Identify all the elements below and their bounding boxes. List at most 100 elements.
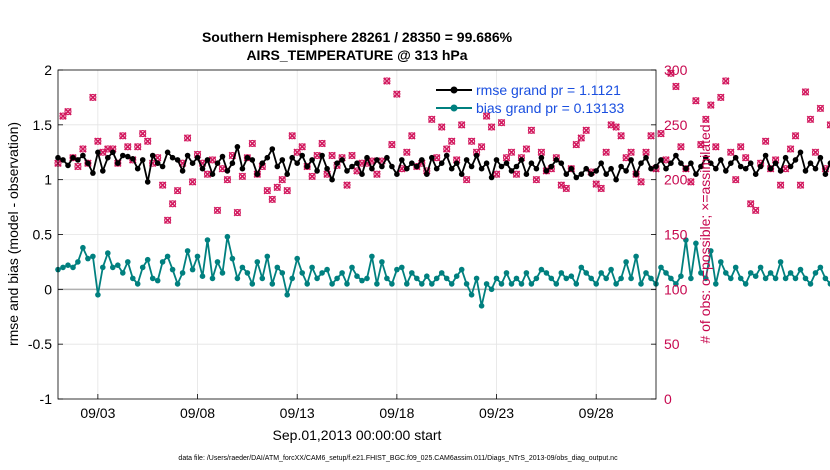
obs-count-marker bbox=[811, 148, 820, 157]
obs-possible-marker bbox=[622, 154, 630, 162]
rmse-point bbox=[518, 157, 525, 163]
obs-possible-marker bbox=[164, 216, 172, 224]
bias-point bbox=[433, 275, 440, 282]
rmse-point bbox=[737, 163, 744, 170]
rmse-point bbox=[817, 154, 824, 161]
obs-assimilated-marker bbox=[432, 153, 441, 162]
obs-count-marker bbox=[717, 93, 725, 102]
bias-point bbox=[314, 275, 320, 282]
obs-possible-marker bbox=[268, 195, 276, 203]
obs-count-marker bbox=[801, 88, 810, 96]
obs-possible-marker bbox=[428, 115, 436, 123]
obs-possible-marker bbox=[458, 121, 466, 129]
rmse-point bbox=[179, 168, 186, 174]
obs-possible-marker bbox=[144, 137, 152, 145]
bias-point bbox=[488, 286, 495, 293]
rmse-point bbox=[438, 160, 445, 166]
obs-possible-marker bbox=[478, 143, 486, 151]
obs-assimilated-marker bbox=[811, 148, 820, 157]
obs-count-marker bbox=[283, 186, 291, 195]
bias-point bbox=[409, 270, 415, 276]
obs-assimilated-marker bbox=[796, 181, 805, 189]
obs-assimilated-marker bbox=[697, 140, 705, 149]
rmse-point bbox=[249, 157, 256, 163]
obs-assimilated-marker bbox=[582, 126, 590, 135]
rmse-point bbox=[314, 168, 320, 174]
obs-assimilated-marker bbox=[163, 216, 172, 225]
obs-possible-marker bbox=[737, 143, 745, 151]
rmse-point bbox=[468, 163, 475, 170]
bias-point bbox=[762, 275, 769, 282]
bias-point bbox=[204, 237, 211, 243]
obs-count-marker bbox=[736, 143, 745, 151]
bias-point bbox=[603, 275, 609, 282]
obs-possible-marker bbox=[174, 187, 182, 195]
obs-count-marker bbox=[697, 140, 705, 149]
bias-point bbox=[354, 273, 360, 280]
bias-point bbox=[304, 281, 311, 287]
legend-rmse-marker bbox=[450, 86, 458, 94]
rmse-point bbox=[718, 157, 724, 163]
obs-assimilated-marker bbox=[826, 121, 830, 129]
rmse-point bbox=[139, 157, 146, 163]
bias-point bbox=[703, 275, 709, 282]
right-y-axis-ticks: 0 50 100 150 200 250 300 bbox=[651, 62, 688, 407]
obs-possible-marker bbox=[468, 137, 476, 145]
obs-possible-marker bbox=[114, 159, 122, 167]
x-axis-label: Sep.01,2013 00:00:00 start bbox=[273, 427, 442, 443]
rmse-point bbox=[513, 163, 520, 170]
obs-possible-marker bbox=[463, 176, 471, 184]
obs-possible-marker bbox=[692, 97, 700, 105]
left-tick-label: 1.5 bbox=[33, 117, 53, 133]
obs-assimilated-marker bbox=[801, 88, 810, 96]
obs-count-marker bbox=[348, 151, 356, 160]
obs-count-marker bbox=[702, 115, 710, 124]
rmse-point bbox=[693, 171, 699, 177]
bias-point bbox=[633, 253, 639, 260]
obs-assimilated-marker bbox=[597, 184, 605, 193]
obs-count-marker bbox=[218, 164, 227, 173]
obs-assimilated-marker bbox=[617, 132, 625, 140]
bias-point bbox=[394, 266, 400, 273]
obs-assimilated-marker bbox=[761, 137, 770, 146]
rmse-point bbox=[548, 163, 555, 170]
rmse-point bbox=[688, 160, 694, 166]
bias-point bbox=[194, 253, 201, 260]
obs-possible-marker bbox=[248, 139, 256, 148]
bias-point bbox=[419, 281, 425, 287]
rmse-point bbox=[633, 171, 639, 177]
bias-point bbox=[802, 275, 809, 282]
bias-point bbox=[558, 270, 565, 276]
obs-assimilated-marker bbox=[677, 143, 685, 151]
series-layer bbox=[55, 144, 830, 309]
obs-possible-marker bbox=[806, 115, 815, 123]
rmse-point bbox=[787, 163, 794, 170]
obs-count-marker bbox=[442, 145, 451, 153]
rmse-point bbox=[289, 154, 296, 161]
obs-count-marker bbox=[308, 172, 316, 181]
obs-possible-marker bbox=[727, 148, 735, 156]
obs-assimilated-marker bbox=[373, 170, 381, 178]
obs-count-marker bbox=[497, 118, 506, 127]
obs-assimilated-marker bbox=[238, 172, 247, 181]
bias-point bbox=[583, 270, 589, 276]
obs-count-marker bbox=[746, 200, 755, 208]
obs-assimilated-marker bbox=[642, 148, 650, 157]
obs-possible-marker bbox=[572, 141, 580, 149]
obs-count-marker bbox=[786, 145, 795, 153]
obs-count-marker bbox=[298, 143, 306, 151]
rmse-point bbox=[713, 165, 719, 172]
bias-point bbox=[100, 264, 106, 271]
rmse-point bbox=[70, 154, 76, 161]
obs-possible-marker bbox=[492, 170, 501, 178]
obs-count-marker bbox=[188, 178, 197, 186]
bias-point bbox=[189, 266, 196, 273]
obs-count-marker bbox=[527, 126, 536, 135]
obs-count-marker bbox=[119, 132, 127, 140]
obs-count-marker bbox=[268, 195, 277, 204]
bias-point bbox=[708, 248, 714, 254]
rmse-point bbox=[120, 152, 126, 159]
obs-assimilated-marker bbox=[288, 132, 296, 140]
rmse-point bbox=[379, 163, 385, 170]
obs-count-marker bbox=[582, 126, 590, 135]
